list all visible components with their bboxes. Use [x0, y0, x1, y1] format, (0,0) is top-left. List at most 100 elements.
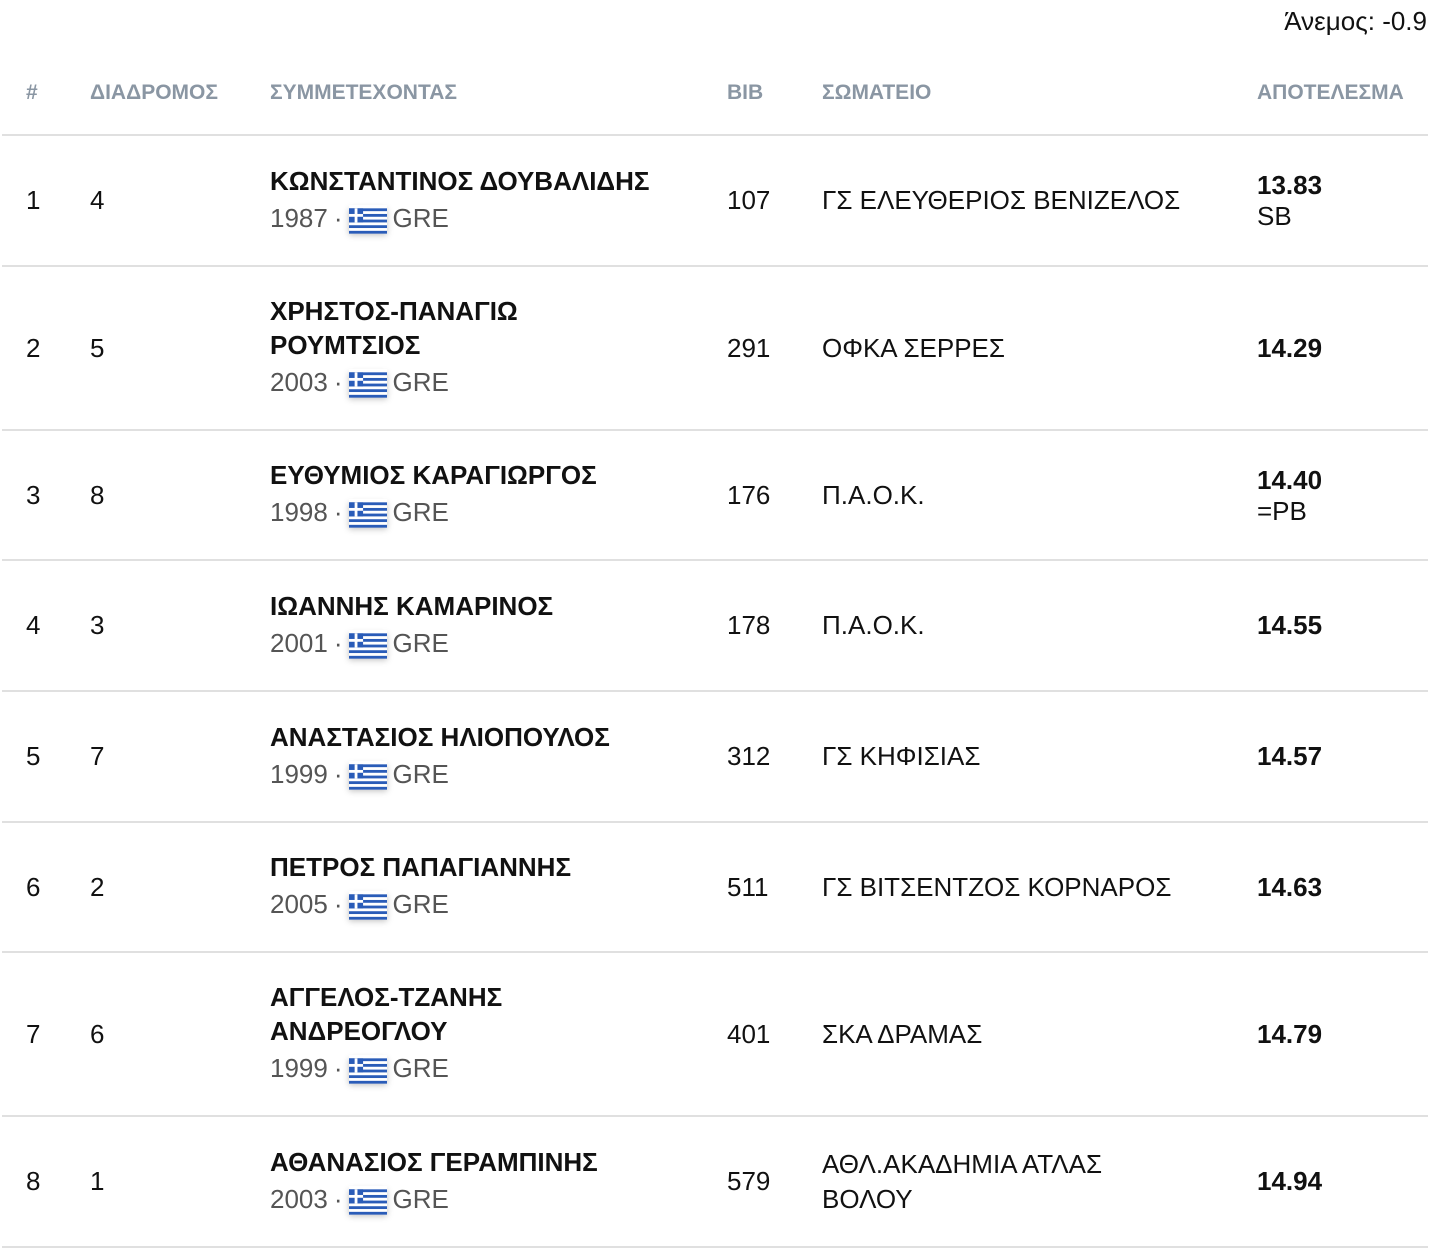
birth-year: 1998	[270, 497, 328, 527]
lane: 2	[90, 822, 270, 953]
athlete-cell: ΑΘΑΝΑΣΙΟΣ ΓΕΡΑΜΠΙΝΗΣ 2003 · GRE	[270, 1116, 727, 1248]
athlete-cell: ΙΩΑΝΝΗΣ ΚΑΜΑΡΙΝΟΣ 2001 · GRE	[270, 560, 727, 692]
club: ΓΣ ΕΛΕΥΘΕΡΙΟΣ ΒΕΝΙΖΕΛΟΣ	[822, 135, 1257, 267]
birth-year: 1999	[270, 758, 328, 789]
athlete-meta: 1998 · GRE	[270, 492, 727, 532]
separator: ·	[333, 1183, 343, 1214]
country-code: GRE	[392, 758, 449, 789]
results-table: # ΔΙΑΔΡΟΜΟΣ ΣΥΜΜΕΤΕΧΟΝΤΑΣ BIB ΣΩΜΑΤΕΙΟ Α…	[2, 52, 1428, 1248]
separator: ·	[333, 367, 343, 397]
position: 1	[2, 135, 90, 267]
separator: ·	[333, 202, 343, 233]
table-row[interactable]: 3 8 ΕΥΘΥΜΙΟΣ ΚΑΡΑΓΙΩΡΓΟΣ 1998 · GRE 176 …	[2, 430, 1428, 561]
greece-flag-icon	[348, 1055, 387, 1084]
separator: ·	[333, 627, 343, 658]
result-time: 14.55	[1257, 610, 1323, 640]
athlete-name[interactable]: ΙΩΑΝΝΗΣ ΚΑΜΑΡΙΝΟΣ	[270, 590, 554, 621]
athlete-meta: 1999 · GRE	[270, 754, 727, 794]
athlete-meta: 2003 · GRE	[270, 1179, 727, 1219]
result-cell: 13.83 SB	[1257, 135, 1428, 267]
separator: ·	[333, 1053, 343, 1083]
bib: 401	[727, 952, 822, 1117]
bib: 107	[727, 135, 822, 267]
lane: 5	[90, 266, 270, 431]
athlete-meta: 2005 · GRE	[270, 884, 727, 924]
athlete-name[interactable]: ΑΓΓΕΛΟΣ-ΤΖΑΝΗΣ ΑΝΔΡΕΟΓΛΟΥ	[270, 982, 503, 1046]
club: ΟΦΚΑ ΣΕΡΡΕΣ	[822, 266, 1257, 431]
athlete-cell: ΚΩΝΣΤΑΝΤΙΝΟΣ ΔΟΥΒΑΛΙΔΗΣ 1987 · GRE	[270, 135, 727, 267]
athlete-name[interactable]: ΧΡΗΣΤΟΣ-ΠΑΝΑΓΙΩ ΡΟΥΜΤΣΙΟΣ	[270, 296, 518, 360]
lane: 1	[90, 1116, 270, 1248]
athlete-meta: 2003 · GRE	[270, 362, 727, 402]
greece-flag-icon	[348, 369, 387, 398]
bib: 511	[727, 822, 822, 953]
table-row[interactable]: 6 2 ΠΕΤΡΟΣ ΠΑΠΑΓΙΑΝΝΗΣ 2005 · GRE 511 ΓΣ…	[2, 822, 1428, 953]
position: 6	[2, 822, 90, 953]
bib: 178	[727, 560, 822, 692]
header-position[interactable]: #	[2, 52, 90, 136]
result-note: =PB	[1257, 495, 1307, 526]
country-code: GRE	[392, 1053, 449, 1083]
greece-flag-icon	[348, 891, 387, 920]
separator: ·	[333, 889, 343, 919]
country-code: GRE	[392, 1183, 449, 1214]
header-athlete[interactable]: ΣΥΜΜΕΤΕΧΟΝΤΑΣ	[270, 52, 727, 136]
table-row[interactable]: 2 5 ΧΡΗΣΤΟΣ-ΠΑΝΑΓΙΩ ΡΟΥΜΤΣΙΟΣ 2003 · GRE…	[2, 266, 1428, 431]
header-bib[interactable]: BIB	[727, 52, 822, 136]
greece-flag-icon	[348, 499, 387, 528]
table-row[interactable]: 4 3 ΙΩΑΝΝΗΣ ΚΑΜΑΡΙΝΟΣ 2001 · GRE 178 Π.Α…	[2, 560, 1428, 692]
athlete-name[interactable]: ΠΕΤΡΟΣ ΠΑΠΑΓΙΑΝΝΗΣ	[270, 852, 572, 882]
lane: 3	[90, 560, 270, 692]
table-row[interactable]: 1 4 ΚΩΝΣΤΑΝΤΙΝΟΣ ΔΟΥΒΑΛΙΔΗΣ 1987 · GRE 1…	[2, 135, 1428, 267]
result-time: 14.94	[1257, 1166, 1323, 1196]
greece-flag-icon	[348, 1186, 387, 1215]
result-time: 14.79	[1257, 1018, 1323, 1049]
bib: 176	[727, 430, 822, 561]
birth-year: 2003	[270, 367, 328, 397]
position: 5	[2, 691, 90, 823]
lane: 7	[90, 691, 270, 823]
club: ΑΘΛ.ΑΚΑΔΗΜΙΑ ΑΤΛΑΣ ΒΟΛΟΥ	[822, 1116, 1257, 1248]
position: 4	[2, 560, 90, 692]
result-time: 13.83	[1257, 170, 1323, 200]
position: 3	[2, 430, 90, 561]
header-lane[interactable]: ΔΙΑΔΡΟΜΟΣ	[90, 52, 270, 136]
athlete-name[interactable]: ΕΥΘΥΜΙΟΣ ΚΑΡΑΓΙΩΡΓΟΣ	[270, 460, 597, 490]
athlete-cell: ΑΓΓΕΛΟΣ-ΤΖΑΝΗΣ ΑΝΔΡΕΟΓΛΟΥ 1999 · GRE	[270, 952, 727, 1117]
birth-year: 1999	[270, 1053, 328, 1083]
separator: ·	[333, 758, 343, 789]
athlete-cell: ΠΕΤΡΟΣ ΠΑΠΑΓΙΑΝΝΗΣ 2005 · GRE	[270, 822, 727, 953]
wind-reading: Άνεμος: -0.9	[1284, 6, 1427, 36]
result-time: 14.40	[1257, 464, 1323, 495]
header-club[interactable]: ΣΩΜΑΤΕΙΟ	[822, 52, 1257, 136]
result-cell: 14.79	[1257, 952, 1428, 1117]
country-code: GRE	[392, 202, 449, 233]
result-cell: 14.57	[1257, 691, 1428, 823]
birth-year: 2003	[270, 1183, 328, 1214]
athlete-meta: 1987 · GRE	[270, 198, 727, 238]
club: ΓΣ ΒΙΤΣΕΝΤΖΟΣ ΚΟΡΝΑΡΟΣ	[822, 822, 1257, 953]
birth-year: 1987	[270, 202, 328, 233]
table-row[interactable]: 7 6 ΑΓΓΕΛΟΣ-ΤΖΑΝΗΣ ΑΝΔΡΕΟΓΛΟΥ 1999 · GRE…	[2, 952, 1428, 1117]
lane: 6	[90, 952, 270, 1117]
bib: 312	[727, 691, 822, 823]
athlete-name[interactable]: ΑΝΑΣΤΑΣΙΟΣ ΗΛΙΟΠΟΥΛΟΣ	[270, 721, 610, 752]
athlete-name[interactable]: ΑΘΑΝΑΣΙΟΣ ΓΕΡΑΜΠΙΝΗΣ	[270, 1146, 598, 1177]
result-cell: 14.63	[1257, 822, 1428, 953]
birth-year: 2001	[270, 627, 328, 658]
greece-flag-icon	[348, 205, 387, 234]
header-result[interactable]: ΑΠΟΤΕΛΕΣΜΑ	[1257, 52, 1428, 136]
result-time: 14.29	[1257, 332, 1323, 363]
birth-year: 2005	[270, 889, 328, 919]
country-code: GRE	[392, 627, 449, 658]
athlete-meta: 1999 · GRE	[270, 1048, 727, 1088]
table-row[interactable]: 5 7 ΑΝΑΣΤΑΣΙΟΣ ΗΛΙΟΠΟΥΛΟΣ 1999 · GRE 312…	[2, 691, 1428, 823]
athlete-cell: ΕΥΘΥΜΙΟΣ ΚΑΡΑΓΙΩΡΓΟΣ 1998 · GRE	[270, 430, 727, 561]
table-row[interactable]: 8 1 ΑΘΑΝΑΣΙΟΣ ΓΕΡΑΜΠΙΝΗΣ 2003 · GRE 579 …	[2, 1116, 1428, 1248]
result-time: 14.63	[1257, 871, 1323, 902]
lane: 4	[90, 135, 270, 267]
athlete-name[interactable]: ΚΩΝΣΤΑΝΤΙΝΟΣ ΔΟΥΒΑΛΙΔΗΣ	[270, 165, 650, 196]
club: ΣΚΑ ΔΡΑΜΑΣ	[822, 952, 1257, 1117]
result-time: 14.57	[1257, 741, 1323, 771]
athlete-cell: ΑΝΑΣΤΑΣΙΟΣ ΗΛΙΟΠΟΥΛΟΣ 1999 · GRE	[270, 691, 727, 823]
